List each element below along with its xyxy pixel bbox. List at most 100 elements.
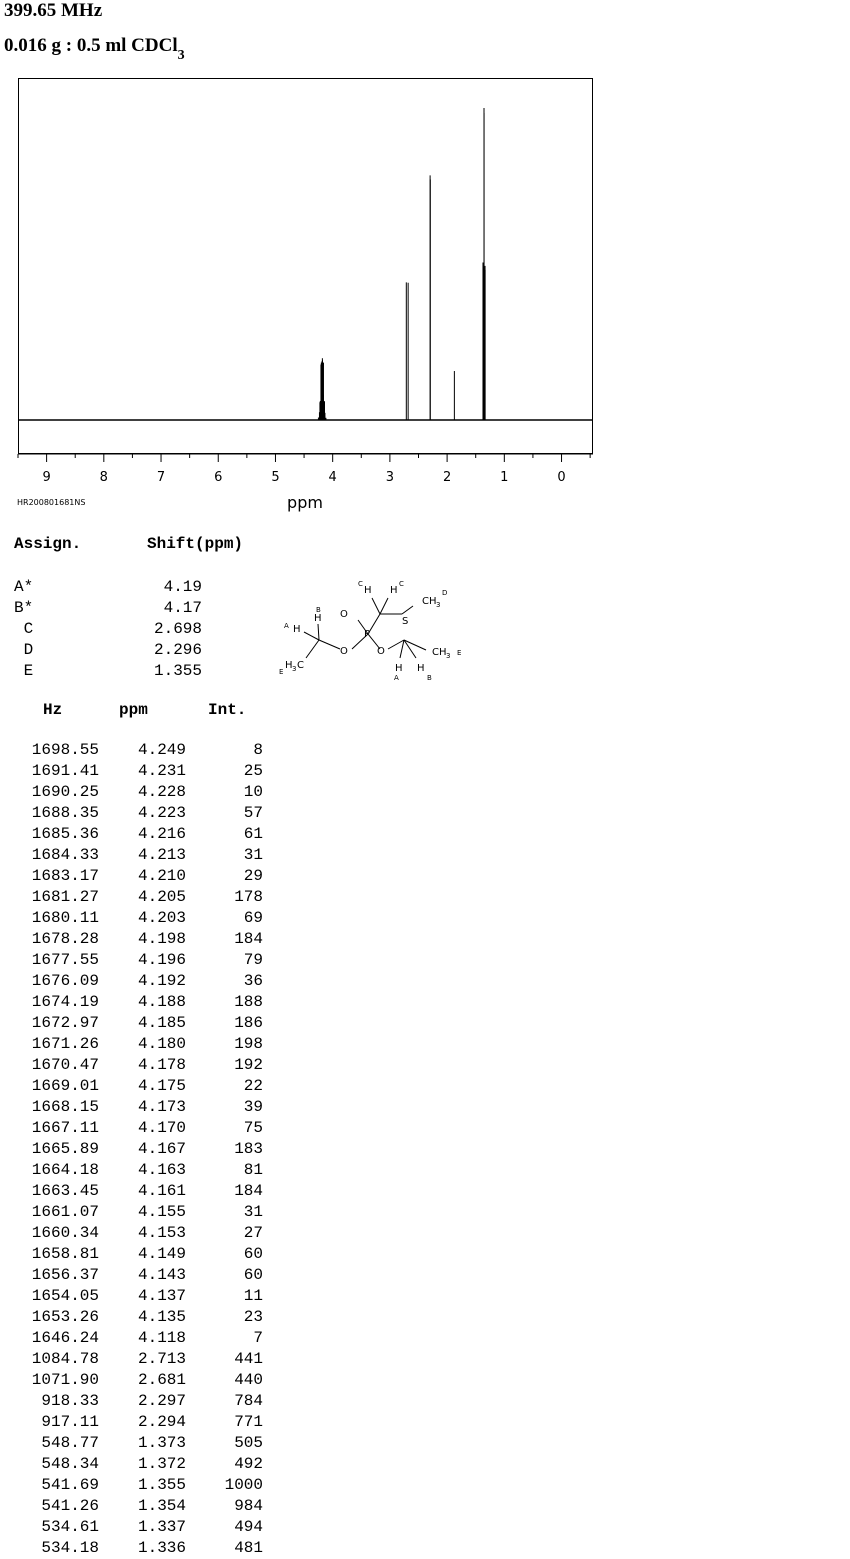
table-row: 541.69 1.355 1000: [0, 1475, 280, 1496]
peak-ppm: 4.153: [137, 1224, 186, 1242]
peak-ppm: 4.185: [137, 1014, 186, 1032]
peak-intensity: 440: [234, 1371, 263, 1389]
peak-hz: 918.33: [41, 1392, 99, 1410]
x-tick-label: 2: [443, 470, 451, 485]
hz-header: Hz: [43, 701, 63, 719]
table-row: 1656.37 4.143 60: [0, 1265, 280, 1286]
atom-o-double: O: [340, 609, 348, 620]
peak-hz: 1681.27: [31, 888, 99, 906]
peak-hz: 1084.78: [31, 1350, 99, 1368]
peak-ppm: 2.294: [137, 1413, 186, 1431]
peak-intensity: 69: [243, 909, 263, 927]
sub-3: 3: [436, 601, 440, 609]
peak-intensity: 186: [234, 1014, 263, 1032]
label-e: E: [279, 668, 283, 676]
peak-intensity: 36: [243, 972, 263, 990]
peak-ppm: 4.167: [137, 1140, 186, 1158]
atom-h: H: [293, 624, 301, 635]
peak-ppm: 1.355: [137, 1476, 186, 1494]
peak-intensity: 184: [234, 1182, 263, 1200]
atom-s: S: [402, 616, 408, 627]
peak-hz: 1653.26: [31, 1308, 99, 1326]
peak-hz: 917.11: [41, 1413, 99, 1431]
atom-h: H: [390, 585, 398, 596]
peak-hz: 534.61: [41, 1518, 99, 1536]
peak-intensity: 60: [243, 1245, 263, 1263]
assignment-label: D: [14, 641, 34, 659]
peak-hz: 1691.41: [31, 762, 99, 780]
peak-ppm: 4.143: [137, 1266, 186, 1284]
label-a: A: [284, 622, 289, 630]
peak-intensity: 22: [243, 1077, 263, 1095]
table-row: 1668.15 4.173 39: [0, 1097, 280, 1118]
peak-hz: 1684.33: [31, 846, 99, 864]
peak-hz: 541.26: [41, 1497, 99, 1515]
peak-hz: 1664.18: [31, 1161, 99, 1179]
peak-hz: 1669.01: [31, 1077, 99, 1095]
table-row: 1674.19 4.188 188: [0, 992, 280, 1013]
table-row: 1661.07 4.155 31: [0, 1202, 280, 1223]
peak-intensity: 481: [234, 1539, 263, 1557]
peak-intensity: 984: [234, 1497, 263, 1515]
x-tick-label: 7: [157, 470, 165, 485]
label-e: E: [457, 649, 461, 657]
peak-ppm: 1.372: [137, 1455, 186, 1473]
table-row: 1672.97 4.185 186: [0, 1013, 280, 1034]
peak-ppm: 1.337: [137, 1518, 186, 1536]
peak-ppm: 4.118: [137, 1329, 186, 1347]
peak-ppm: 4.198: [137, 930, 186, 948]
table-row: 534.61 1.337 494: [0, 1517, 280, 1538]
peak-ppm: 4.205: [137, 888, 186, 906]
assignment-shift: 2.296: [153, 641, 202, 659]
peak-ppm: 4.213: [137, 846, 186, 864]
label-b: B: [316, 606, 321, 614]
bond: [401, 605, 414, 615]
table-row: 1646.24 4.118 7: [0, 1328, 280, 1349]
peak-hz: 541.69: [41, 1476, 99, 1494]
peak-ppm: 4.216: [137, 825, 186, 843]
table-row: 541.26 1.354 984: [0, 1496, 280, 1517]
sample-subscript: 3: [177, 48, 185, 63]
table-row: 1677.55 4.196 79: [0, 950, 280, 971]
table-row: 534.18 1.336 481: [0, 1538, 280, 1559]
peak-hz: 548.34: [41, 1455, 99, 1473]
group-ch3-right: CH: [432, 647, 447, 658]
peak-ppm: 4.228: [137, 783, 186, 801]
peak-intensity: 11: [243, 1287, 263, 1305]
table-row: 1681.27 4.205 178: [0, 887, 280, 908]
bond: [317, 623, 320, 641]
peak-intensity: 183: [234, 1140, 263, 1158]
table-row: 1680.11 4.203 69: [0, 908, 280, 929]
peak-intensity: 27: [243, 1224, 263, 1242]
peak-intensity: 492: [234, 1455, 263, 1473]
plot-frame: [18, 78, 593, 454]
frequency-label: 399.65 MHz: [4, 0, 103, 21]
peak-ppm: 1.373: [137, 1434, 186, 1452]
x-tick-label: 0: [557, 470, 565, 485]
nmr-spectrum-chart: 9 8 7 6 5 4 3 2 1 0 ppm: [17, 78, 593, 512]
peak-intensity: 198: [234, 1035, 263, 1053]
peak-hz: 1667.11: [31, 1119, 99, 1137]
peak-intensity: 8: [253, 741, 263, 759]
group-h3c: H: [285, 660, 293, 671]
peak-ppm: 4.163: [137, 1161, 186, 1179]
peak-ppm: 2.681: [137, 1371, 186, 1389]
peak-intensity: 10: [243, 783, 263, 801]
peak-ppm: 4.231: [137, 762, 186, 780]
sample-label: 0.016 g : 0.5 ml CDCl3: [4, 35, 185, 63]
peak-hz: 1646.24: [31, 1329, 99, 1347]
table-row: 1698.55 4.249 8: [0, 740, 280, 761]
peak-intensity: 57: [243, 804, 263, 822]
bond: [305, 639, 320, 659]
peak-hz: 1663.45: [31, 1182, 99, 1200]
table-row: 918.33 2.297 784: [0, 1391, 280, 1412]
peak-ppm: 4.170: [137, 1119, 186, 1137]
peak-table: 1698.55 4.249 8 1691.41 4.231 25 1690.25 4.228 1…: [0, 740, 280, 1559]
x-tick-label: 6: [214, 470, 222, 485]
peak-ppm: 4.192: [137, 972, 186, 990]
peak-ppm: 4.161: [137, 1182, 186, 1200]
peak-hz: 1668.15: [31, 1098, 99, 1116]
spectrum-id: HR200801681NS: [17, 498, 86, 507]
label-a: A: [394, 674, 399, 682]
assignment-label: B*: [14, 599, 34, 617]
